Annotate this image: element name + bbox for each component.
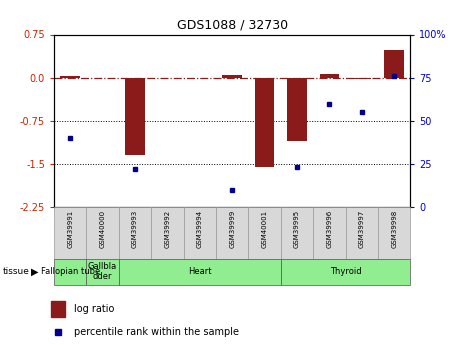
Bar bbox=[313, 207, 346, 259]
Text: GSM39999: GSM39999 bbox=[229, 209, 235, 248]
Bar bbox=[281, 207, 313, 259]
Bar bbox=[119, 259, 281, 285]
Bar bbox=[61, 77, 80, 78]
Text: GSM39995: GSM39995 bbox=[294, 209, 300, 248]
Text: log ratio: log ratio bbox=[74, 304, 114, 314]
Text: GSM40000: GSM40000 bbox=[99, 209, 106, 248]
Text: GSM39997: GSM39997 bbox=[359, 209, 365, 248]
Text: GSM39996: GSM39996 bbox=[326, 209, 333, 248]
Text: Fallopian tube: Fallopian tube bbox=[40, 267, 100, 276]
Text: Heart: Heart bbox=[188, 267, 212, 276]
Bar bbox=[287, 78, 307, 141]
Bar bbox=[249, 207, 281, 259]
Text: GSM39991: GSM39991 bbox=[67, 209, 73, 248]
Bar bbox=[352, 78, 371, 79]
Text: percentile rank within the sample: percentile rank within the sample bbox=[74, 327, 239, 337]
Text: tissue: tissue bbox=[2, 267, 29, 276]
Bar bbox=[54, 259, 86, 285]
Text: Gallbla
dder: Gallbla dder bbox=[88, 262, 117, 282]
Bar bbox=[281, 259, 410, 285]
Bar bbox=[125, 78, 144, 155]
Bar bbox=[216, 207, 249, 259]
Bar bbox=[320, 73, 339, 78]
Text: GSM39994: GSM39994 bbox=[197, 209, 203, 248]
Title: GDS1088 / 32730: GDS1088 / 32730 bbox=[177, 19, 287, 32]
Bar bbox=[183, 207, 216, 259]
Bar bbox=[255, 78, 274, 167]
Text: GSM39993: GSM39993 bbox=[132, 209, 138, 248]
Bar bbox=[86, 259, 119, 285]
Text: Thyroid: Thyroid bbox=[330, 267, 362, 276]
Text: GSM39998: GSM39998 bbox=[391, 209, 397, 248]
Text: GSM40001: GSM40001 bbox=[262, 209, 267, 248]
Bar bbox=[86, 207, 119, 259]
Bar bbox=[119, 207, 151, 259]
Bar bbox=[151, 207, 183, 259]
Bar bbox=[51, 301, 66, 317]
Text: ▶: ▶ bbox=[31, 267, 39, 276]
Bar bbox=[54, 207, 86, 259]
Bar bbox=[385, 50, 404, 78]
Bar bbox=[222, 75, 242, 78]
Text: GSM39992: GSM39992 bbox=[164, 209, 170, 248]
Bar bbox=[378, 207, 410, 259]
Bar bbox=[346, 207, 378, 259]
